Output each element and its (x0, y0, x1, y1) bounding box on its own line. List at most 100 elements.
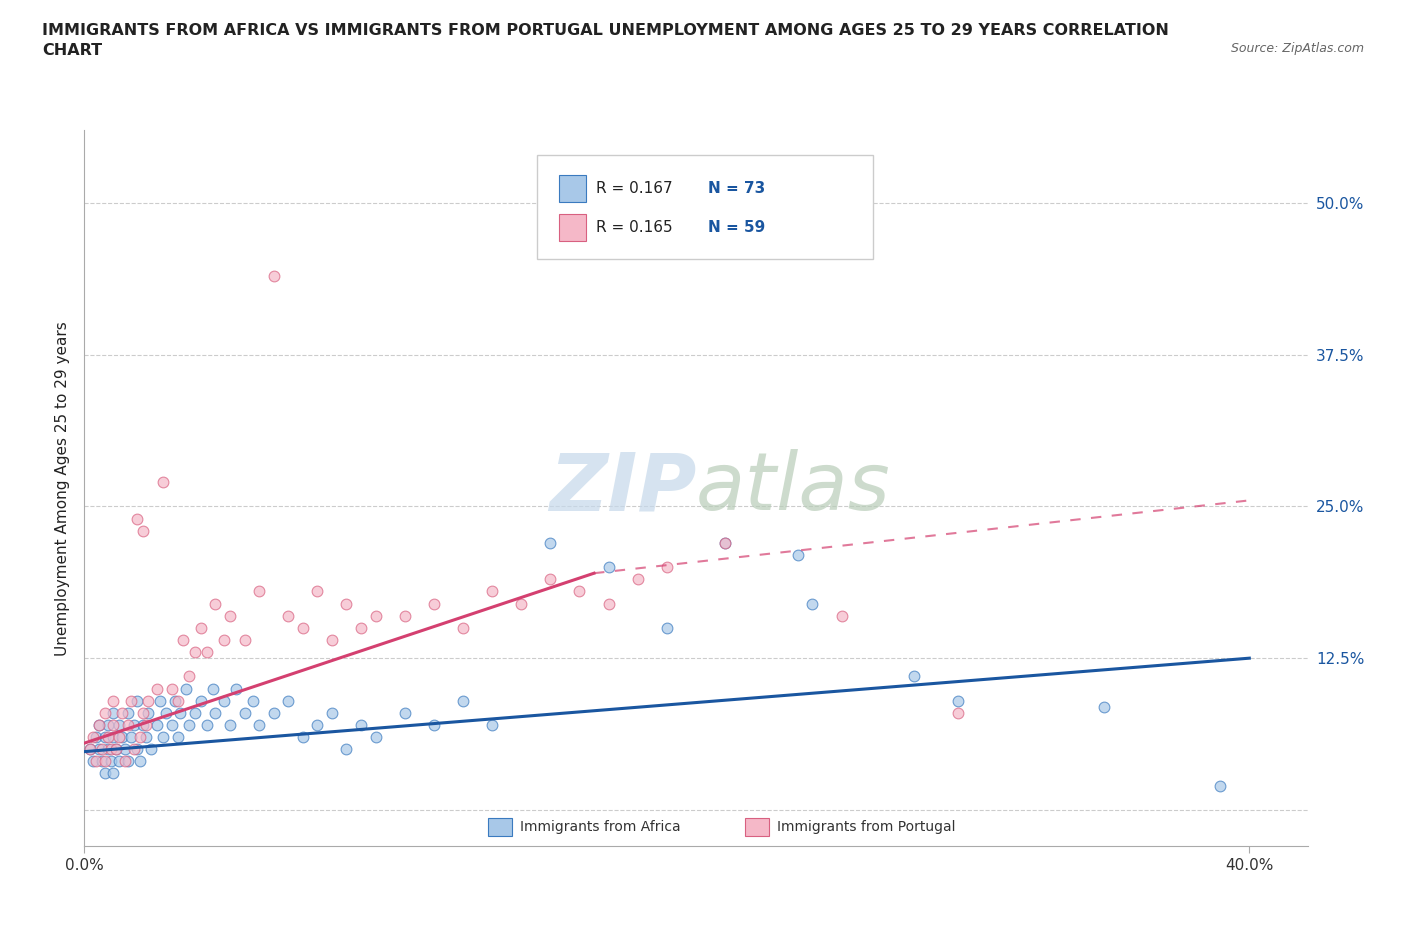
Point (212, 632, 235, 647)
Point (103, 730, 125, 745)
Point (108, 754, 131, 769)
Point (1209, 778, 1232, 793)
Point (131, 705, 153, 720)
Point (568, 584, 591, 599)
Bar (560, 175, 586, 202)
Point (93, 705, 115, 720)
Point (114, 742, 136, 757)
Point (247, 717, 270, 732)
Point (141, 742, 163, 757)
Point (103, 766, 125, 781)
Point (103, 693, 125, 708)
Point (423, 596, 446, 611)
Point (79, 742, 101, 757)
Point (714, 536, 737, 551)
Text: R = 0.167: R = 0.167 (596, 180, 672, 195)
Point (117, 717, 139, 732)
Text: Immigrants from Africa: Immigrants from Africa (520, 819, 681, 833)
Point (946, 693, 969, 708)
Point (1092, 699, 1115, 714)
Point (111, 730, 134, 745)
Bar (745, 817, 769, 835)
Point (108, 717, 131, 732)
Point (152, 730, 174, 745)
Point (82, 754, 104, 769)
Point (103, 705, 125, 720)
Point (128, 754, 150, 769)
Text: ZIP: ZIP (548, 449, 696, 527)
Text: N = 73: N = 73 (709, 180, 765, 195)
Point (481, 717, 503, 732)
Point (100, 742, 122, 757)
Point (263, 705, 285, 720)
Point (169, 705, 191, 720)
Point (247, 584, 270, 599)
Point (87, 742, 110, 757)
Point (277, 693, 299, 708)
Point (128, 730, 150, 745)
Point (93, 754, 115, 769)
Point (125, 742, 148, 757)
Point (90, 742, 112, 757)
Point (160, 681, 183, 696)
Point (263, 269, 285, 284)
Bar (560, 214, 586, 241)
Point (394, 705, 416, 720)
Point (307, 584, 329, 599)
Point (364, 730, 387, 745)
Point (903, 669, 925, 684)
Point (195, 717, 218, 732)
Point (105, 742, 128, 757)
Point (291, 620, 314, 635)
Point (190, 693, 212, 708)
Point (93, 730, 115, 745)
Point (219, 608, 242, 623)
Point (82, 730, 104, 745)
Point (538, 572, 561, 587)
Point (225, 681, 247, 696)
Point (93, 766, 115, 781)
Point (87, 717, 110, 732)
Point (103, 717, 125, 732)
Point (172, 632, 194, 647)
Point (831, 608, 853, 623)
Point (451, 693, 474, 708)
Point (97, 717, 120, 732)
Text: Source: ZipAtlas.com: Source: ZipAtlas.com (1230, 42, 1364, 55)
Point (801, 596, 824, 611)
Point (166, 730, 188, 745)
Point (277, 608, 299, 623)
Point (84, 754, 107, 769)
Point (111, 705, 134, 720)
Point (204, 596, 226, 611)
Point (120, 693, 142, 708)
Point (190, 620, 212, 635)
Point (174, 681, 197, 696)
Point (114, 754, 136, 769)
Text: atlas: atlas (696, 449, 891, 527)
Point (598, 596, 620, 611)
Point (117, 705, 139, 720)
Point (321, 705, 343, 720)
Point (84, 730, 107, 745)
Point (233, 632, 256, 647)
Point (481, 584, 503, 599)
Point (787, 548, 810, 563)
Point (166, 693, 188, 708)
Point (394, 608, 416, 623)
Point (155, 705, 177, 720)
Point (160, 717, 183, 732)
Point (364, 608, 387, 623)
Point (242, 693, 264, 708)
Point (97, 730, 120, 745)
Point (131, 524, 153, 538)
Point (335, 596, 357, 611)
Point (538, 536, 561, 551)
Point (138, 705, 160, 720)
Point (233, 705, 256, 720)
Point (184, 644, 207, 659)
Point (125, 512, 148, 526)
Point (100, 754, 122, 769)
Point (350, 717, 373, 732)
Text: R = 0.165: R = 0.165 (596, 220, 672, 235)
